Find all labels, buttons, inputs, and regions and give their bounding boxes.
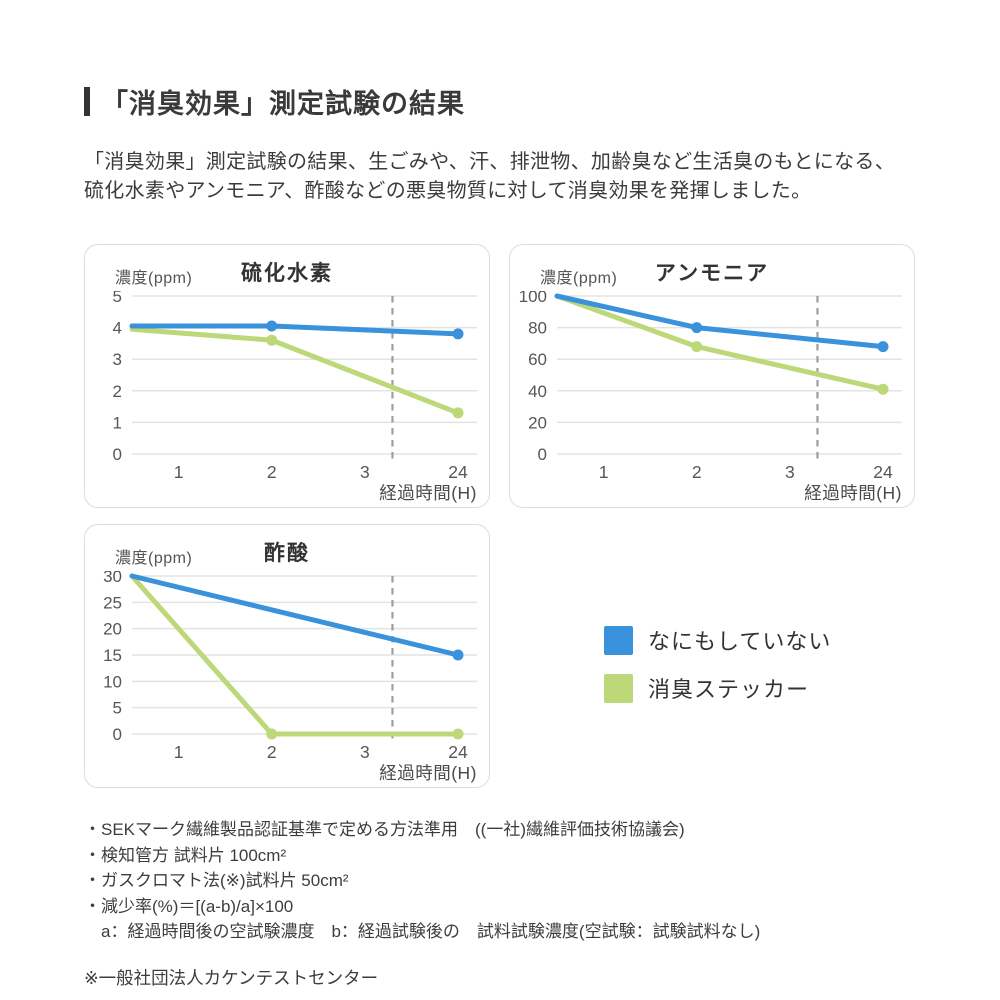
- testing-organization-note: ※一般社団法人カケンテストセンター: [84, 967, 379, 988]
- legend: なにもしていない 消臭ステッカー: [509, 524, 915, 788]
- svg-text:15: 15: [103, 646, 122, 665]
- svg-text:25: 25: [103, 593, 122, 612]
- svg-text:0: 0: [113, 445, 122, 464]
- svg-text:100: 100: [519, 291, 547, 306]
- title-accent-bar: [84, 87, 90, 116]
- svg-text:24: 24: [448, 742, 468, 762]
- footnotes: ・SEKマーク繊維製品認証基準で定める方法準用 ((一社)繊維評価技術協議会) …: [84, 817, 916, 945]
- footnote-line: ・検知管方 試料片 100cm²: [84, 845, 287, 865]
- chart-title-ammonia: アンモニア: [654, 262, 770, 285]
- svg-text:2: 2: [267, 462, 277, 482]
- svg-text:3: 3: [360, 462, 370, 482]
- svg-text:1: 1: [599, 462, 609, 482]
- intro-line-2: 硫化水素やアンモニア、酢酸などの悪臭物質に対して消臭効果を発揮しました。: [84, 180, 812, 202]
- title-row: 「消臭効果」測定試験の結果: [84, 82, 916, 121]
- svg-text:3: 3: [360, 742, 370, 762]
- legend-label-deodorant-sticker: 消臭ステッカー: [648, 677, 810, 702]
- svg-text:5: 5: [113, 291, 122, 306]
- footnote-line: ・ガスクロマト法(※)試料片 50cm²: [84, 871, 349, 890]
- svg-text:1: 1: [174, 462, 184, 482]
- svg-text:経過時間(H): 経過時間(H): [804, 483, 902, 503]
- chart-title-hydrogen-sulfide: 硫化水素: [241, 262, 333, 285]
- svg-text:3: 3: [113, 350, 122, 369]
- svg-text:2: 2: [692, 462, 702, 482]
- legend-item-deodorant-sticker: 消臭ステッカー: [604, 672, 915, 704]
- intro-paragraph: 「消臭効果」測定試験の結果、生ごみや、汗、排泄物、加齢臭など生活臭のもとになる、…: [84, 148, 916, 206]
- y-axis-unit-label: 濃度(ppm): [115, 550, 193, 567]
- y-axis-unit-label: 濃度(ppm): [115, 270, 193, 287]
- charts-grid: 濃度(ppm) 硫化水素 5 4 3 2 1 0 1 2 3 24 経過時間(H) 濃度(ppm) …: [84, 244, 916, 788]
- footnote-line: a：経過時間後の空試験濃度 b：経過試験後の 試料試験濃度(空試験：試験試料なし…: [84, 922, 761, 941]
- legend-item-untreated: なにもしていない: [604, 624, 915, 656]
- svg-text:経過時間(H): 経過時間(H): [379, 483, 477, 503]
- svg-text:2: 2: [267, 742, 277, 762]
- svg-text:4: 4: [113, 319, 122, 338]
- svg-text:経過時間(H): 経過時間(H): [379, 763, 477, 783]
- svg-text:1: 1: [174, 742, 184, 762]
- svg-text:5: 5: [113, 699, 122, 718]
- legend-swatch-green: [604, 673, 633, 703]
- intro-line-1: 「消臭効果」測定試験の結果、生ごみや、汗、排泄物、加齢臭など生活臭のもとになる、: [84, 151, 895, 173]
- svg-text:60: 60: [528, 350, 547, 369]
- legend-swatch-blue: [604, 625, 633, 655]
- svg-text:30: 30: [103, 571, 122, 586]
- svg-text:20: 20: [528, 413, 547, 432]
- svg-text:40: 40: [528, 382, 547, 401]
- footnote-line: ・SEKマーク繊維製品認証基準で定める方法準用 ((一社)繊維評価技術協議会): [84, 820, 685, 839]
- svg-text:0: 0: [113, 725, 122, 744]
- svg-text:20: 20: [103, 620, 122, 639]
- svg-text:80: 80: [528, 319, 547, 338]
- svg-text:1: 1: [113, 413, 122, 432]
- svg-text:2: 2: [113, 382, 122, 401]
- svg-text:24: 24: [448, 462, 468, 482]
- svg-text:10: 10: [103, 672, 122, 691]
- svg-text:24: 24: [873, 462, 893, 482]
- chart-panel-ammonia: 濃度(ppm) アンモニア 100 80 60 40 20 0 1 2 3 24 経過時間(H): [509, 244, 915, 508]
- chart-title-acetic-acid: 酢酸: [264, 542, 310, 565]
- svg-text:0: 0: [538, 445, 547, 464]
- svg-text:3: 3: [785, 462, 795, 482]
- chart-panel-hydrogen-sulfide: 濃度(ppm) 硫化水素 5 4 3 2 1 0 1 2 3 24 経過時間(H): [84, 244, 490, 508]
- page-title: 「消臭効果」測定試験の結果: [101, 89, 465, 119]
- chart-panel-acetic-acid: 濃度(ppm) 酢酸 30 25 20 15 10 5 0 1 2 3 24 経過時間(H): [84, 524, 490, 788]
- y-axis-unit-label: 濃度(ppm): [540, 270, 618, 287]
- legend-label-untreated: なにもしていない: [648, 629, 832, 654]
- footnote-line: ・減少率(%)＝[(a-b)/a]×100: [84, 896, 294, 916]
